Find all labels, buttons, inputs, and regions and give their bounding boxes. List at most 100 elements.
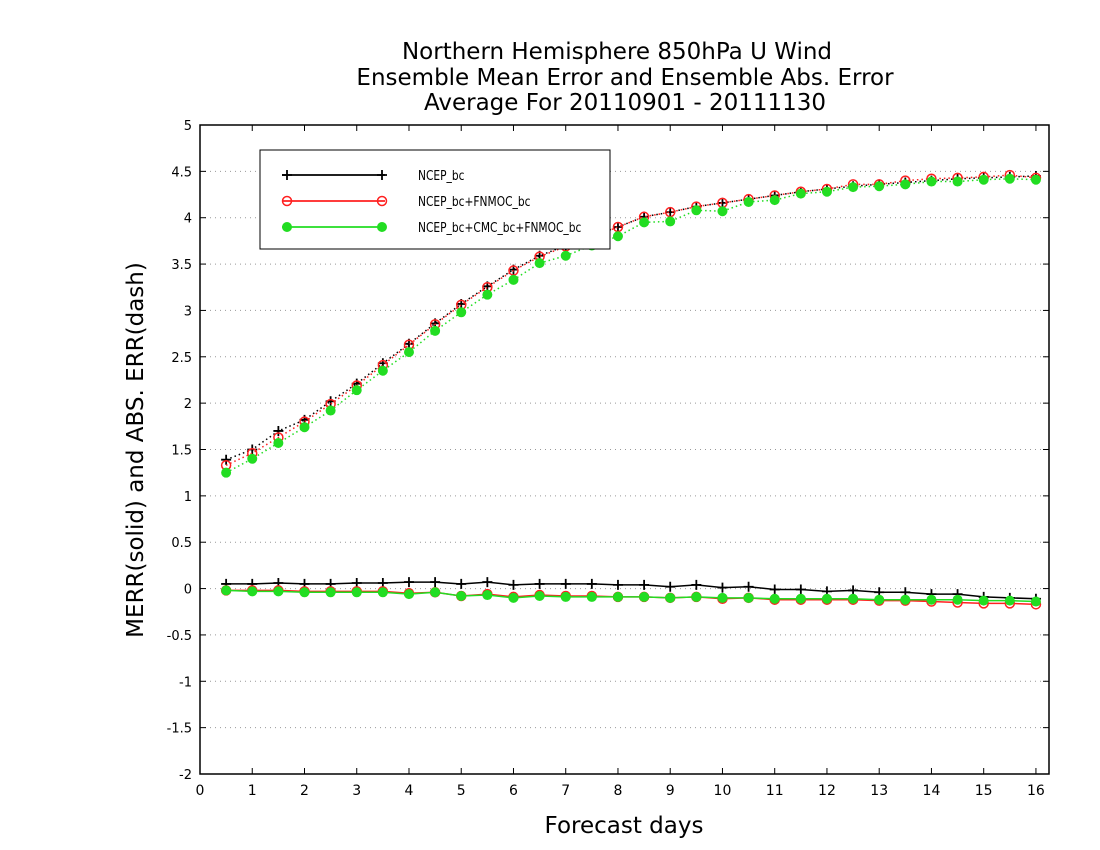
abs-error-point xyxy=(325,405,336,416)
y-tick-label: -0.5 xyxy=(167,629,192,644)
x-tick-label: 2 xyxy=(300,783,309,799)
mean-error-point xyxy=(639,579,650,590)
abs-error-point xyxy=(769,195,780,206)
abs-error-point xyxy=(874,181,885,192)
legend-marker xyxy=(282,170,292,180)
x-tick-label: 7 xyxy=(561,783,570,799)
mean-error-point xyxy=(717,592,728,603)
mean-error-point xyxy=(848,585,859,596)
abs-error-point xyxy=(273,438,284,449)
mean-error-point xyxy=(508,592,519,603)
chart-title: Northern Hemisphere 850hPa U Wind Ensemb… xyxy=(356,39,894,116)
mean-error-point xyxy=(586,591,597,602)
x-axis-ticks: 0 1 2 3 4 5 6 7 8 9 10 11 12 13 14 15 16 xyxy=(196,125,1045,799)
mean-error-point xyxy=(665,581,676,592)
x-axis-label: Forecast days xyxy=(545,813,704,839)
mean-error-point xyxy=(482,577,493,588)
y-axis-label: MERR(solid) and ABS. ERR(dash) xyxy=(123,262,149,638)
abs-error-point xyxy=(900,179,911,190)
abs-error-point xyxy=(221,454,232,465)
mean-error-point xyxy=(1004,595,1015,606)
legend-marker xyxy=(377,170,387,180)
mean-error-point xyxy=(769,593,780,604)
mean-error-point xyxy=(325,587,336,598)
mean-error-point xyxy=(743,592,754,603)
mean-error-point xyxy=(874,594,885,605)
abs-error-point xyxy=(377,365,388,376)
legend-label: NCEP_bc+FNMOC_bc xyxy=(418,194,530,209)
x-tick-label: 15 xyxy=(975,783,993,799)
y-tick-label: 2.5 xyxy=(171,351,192,366)
mean-error-point xyxy=(508,579,519,590)
legend-entry-0: NCEP_bc xyxy=(282,168,464,183)
mean-error-point xyxy=(769,584,780,595)
abs-error-line xyxy=(225,174,1037,466)
mean-error-point xyxy=(456,578,467,589)
abs-error-point xyxy=(612,221,623,232)
legend-label: NCEP_bc+CMC_bc+FNMOC_bc xyxy=(418,220,581,235)
abs-error-point xyxy=(821,186,832,197)
legend-marker xyxy=(377,222,387,232)
mean-error-point xyxy=(795,593,806,604)
legend: NCEP_bc NCEP_bc+FNMOC_bc NCEP_bc+CMC_bc+FN… xyxy=(259,149,611,250)
mean-error-point xyxy=(534,578,545,589)
abs-error-point xyxy=(273,425,284,436)
mean-error-point xyxy=(978,595,989,606)
abs-error-point xyxy=(665,207,676,218)
mean-error-point xyxy=(952,594,963,605)
y-tick-label: 2 xyxy=(184,397,192,412)
mean-error-point xyxy=(586,578,597,589)
abs-error-point xyxy=(848,182,859,193)
x-tick-label: 8 xyxy=(614,783,623,799)
mean-error-point xyxy=(247,586,258,597)
abs-error-point xyxy=(978,174,989,185)
legend-marker xyxy=(282,222,292,232)
y-tick-label: 3 xyxy=(184,304,192,319)
y-tick-label: -1 xyxy=(179,675,192,690)
x-tick-label: 1 xyxy=(248,783,257,799)
mean-error-point xyxy=(848,593,859,604)
x-tick-label: 11 xyxy=(766,783,784,799)
mean-error-point xyxy=(612,579,623,590)
abs-error-point xyxy=(1004,173,1015,184)
mean-error-point xyxy=(299,587,310,598)
y-tick-label: 0.5 xyxy=(171,536,192,551)
mean-error-point xyxy=(351,587,362,598)
mean-error-point xyxy=(717,582,728,593)
abs-error-point xyxy=(926,176,937,187)
mean-error-point xyxy=(926,594,937,605)
abs-error-point xyxy=(952,176,963,187)
legend-box xyxy=(259,149,611,250)
abs-error-point xyxy=(508,274,519,285)
x-tick-label: 10 xyxy=(714,783,732,799)
mean-error-point xyxy=(821,593,832,604)
x-tick-label: 12 xyxy=(818,783,836,799)
abs-error-point xyxy=(221,467,232,478)
x-tick-label: 3 xyxy=(352,783,361,799)
abs-error-point xyxy=(560,250,571,261)
abs-error-point xyxy=(717,206,728,217)
legend-marker xyxy=(376,195,388,207)
abs-error-point xyxy=(403,347,414,358)
x-tick-label: 0 xyxy=(196,783,205,799)
abs-error-point xyxy=(639,217,650,228)
mean-error-point xyxy=(665,592,676,603)
y-tick-label: 5 xyxy=(184,119,192,134)
abs-error-line xyxy=(225,175,1036,461)
abs-error-point xyxy=(430,325,441,336)
mean-error-point xyxy=(456,590,467,601)
y-axis-ticks: -2 -1.5 -1 -0.5 0 0.5 1 1.5 2 2.5 3 3.5 4 4.5 5 xyxy=(167,119,1049,783)
series-mean-error-2 xyxy=(221,585,1041,607)
mean-error-point xyxy=(403,577,414,588)
x-tick-label: 14 xyxy=(923,783,941,799)
legend-label: NCEP_bc xyxy=(418,168,464,183)
mean-error-point xyxy=(639,591,650,602)
mean-error-point xyxy=(612,591,623,602)
y-tick-label: 3.5 xyxy=(171,258,192,273)
y-tick-label: 0 xyxy=(184,583,192,598)
abs-error-point xyxy=(299,422,310,433)
y-tick-label: -1.5 xyxy=(167,722,192,737)
mean-error-point xyxy=(691,579,702,590)
y-tick-label: -2 xyxy=(179,768,192,783)
